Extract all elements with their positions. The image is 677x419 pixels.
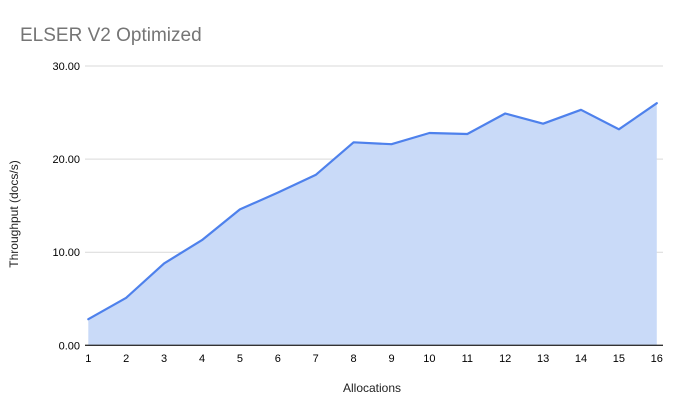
x-tick-label: 13 <box>537 353 549 365</box>
x-tick-label: 12 <box>499 353 511 365</box>
x-tick-label: 15 <box>613 353 625 365</box>
x-axis-title: Allocations <box>342 381 402 395</box>
x-tick-label: 10 <box>423 353 435 365</box>
x-tick-label: 4 <box>199 353 205 365</box>
x-tick-label: 5 <box>237 353 243 365</box>
x-tick-label: 2 <box>123 353 129 365</box>
line-series <box>87 102 658 321</box>
x-tick-label: 3 <box>161 353 167 365</box>
x-tick-label: 9 <box>388 353 394 365</box>
y-tick-label: 0.00 <box>59 340 80 352</box>
y-tick-label: 10.00 <box>52 247 80 259</box>
area-fill <box>88 103 657 346</box>
x-tick-label: 7 <box>313 353 319 365</box>
y-tick-label: 20.00 <box>52 154 80 166</box>
x-tick-label: 11 <box>462 353 473 365</box>
x-tick-label: 8 <box>351 353 357 365</box>
x-tick-label: 1 <box>85 353 91 365</box>
chart-title: ELSER V2 Optimized <box>20 25 202 46</box>
y-tick-label: 30.00 <box>52 61 80 73</box>
y-tick-labels: 0.00 10.00 20.00 30.00 <box>52 61 80 352</box>
x-tick-label: 6 <box>275 353 281 365</box>
x-tick-label: 16 <box>651 353 663 365</box>
x-tick-label: 14 <box>575 353 587 365</box>
x-tick-labels: 1 2 3 4 5 6 7 8 9 10 11 12 13 14 15 16 <box>85 353 663 365</box>
